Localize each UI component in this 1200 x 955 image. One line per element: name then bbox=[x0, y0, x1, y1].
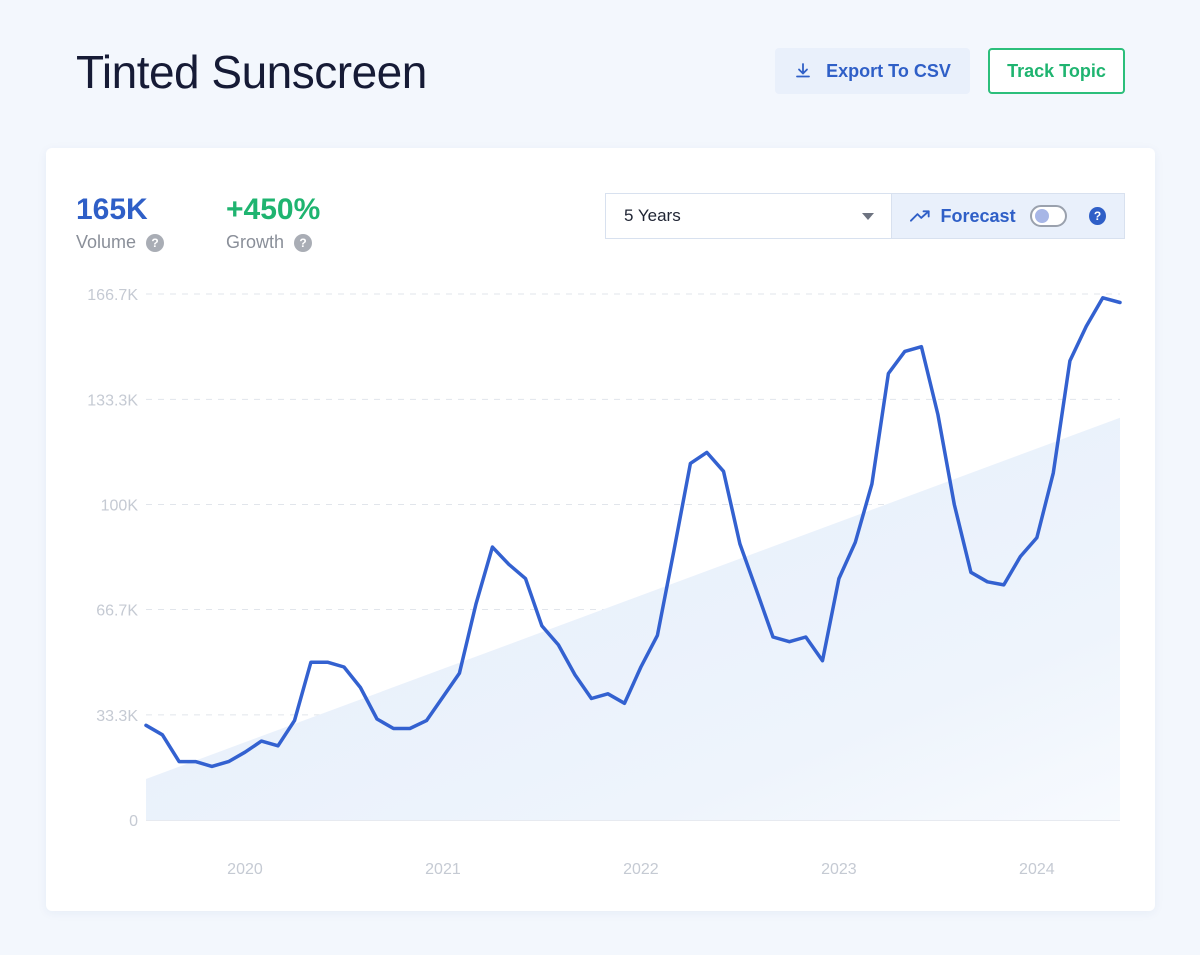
volume-help-icon[interactable]: ? bbox=[146, 233, 165, 252]
y-tick-label: 33.3K bbox=[96, 708, 138, 725]
track-topic-button[interactable]: Track Topic bbox=[988, 48, 1125, 94]
y-tick-label: 0 bbox=[129, 813, 138, 830]
time-range-value: 5 Years bbox=[624, 206, 681, 225]
volume-label: Volume bbox=[76, 232, 137, 252]
search-volume-line bbox=[144, 296, 1122, 769]
y-tick-label: 166.7K bbox=[87, 287, 138, 304]
trend-area bbox=[146, 417, 1120, 820]
growth-help-icon[interactable]: ? bbox=[294, 233, 313, 252]
y-tick-label: 66.7K bbox=[96, 603, 138, 620]
y-tick-label: 100K bbox=[101, 497, 139, 514]
x-tick-label: 2023 bbox=[821, 861, 857, 878]
trend-card: 165K Volume ? +450% Growth ? 5 Years For… bbox=[46, 148, 1155, 911]
export-csv-button[interactable]: Export To CSV bbox=[775, 48, 970, 94]
x-tick-label: 2021 bbox=[425, 861, 461, 878]
growth-label: Growth bbox=[226, 232, 285, 252]
trending-up-icon bbox=[910, 210, 930, 222]
download-icon bbox=[796, 63, 811, 78]
forecast-toggle[interactable] bbox=[1029, 205, 1068, 227]
volume-stat: 165K Volume ? bbox=[76, 192, 165, 253]
export-csv-label: Export To CSV bbox=[826, 60, 951, 81]
volume-value: 165K bbox=[76, 193, 148, 226]
growth-stat: +450% Growth ? bbox=[226, 192, 320, 253]
x-tick-label: 2022 bbox=[623, 861, 659, 878]
growth-value: +450% bbox=[226, 193, 321, 226]
toggle-knob bbox=[1034, 209, 1049, 223]
trend-chart: 0 33.3K 66.7K 100K 133.3K 166.7K 2020 2021 2022… bbox=[87, 287, 1122, 878]
caret-down-icon bbox=[862, 212, 874, 220]
time-range-select[interactable]: 5 Years bbox=[605, 193, 892, 239]
page-title: Tinted Sunscreen bbox=[76, 46, 427, 98]
forecast-label: Forecast bbox=[940, 205, 1016, 226]
x-tick-label: 2020 bbox=[227, 861, 263, 878]
x-tick-label: 2024 bbox=[1019, 861, 1055, 878]
y-tick-label: 133.3K bbox=[87, 392, 138, 409]
forecast-control: Forecast ? bbox=[891, 193, 1125, 239]
forecast-help-icon[interactable]: ? bbox=[1089, 207, 1106, 225]
